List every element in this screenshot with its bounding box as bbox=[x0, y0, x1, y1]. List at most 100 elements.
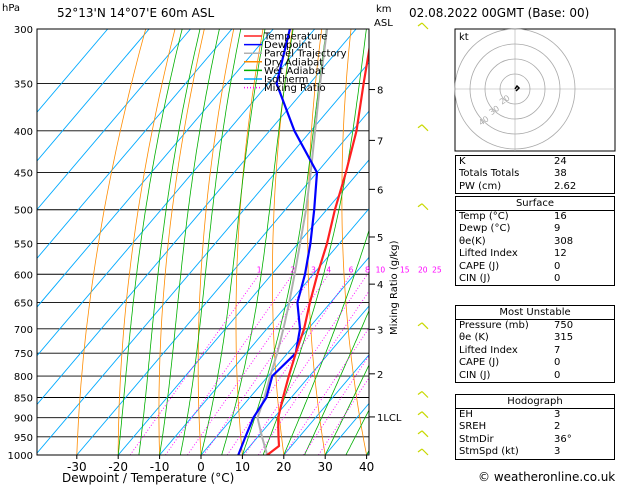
index-value: 308 bbox=[554, 235, 574, 247]
wind-barb bbox=[421, 22, 429, 30]
km-tick-label: 1LCL bbox=[377, 413, 402, 424]
copyright: © weatheronline.co.uk bbox=[478, 470, 616, 484]
pressure-tick-label: 500 bbox=[14, 206, 33, 217]
index-row: CAPE (J) 0 bbox=[456, 261, 614, 273]
index-label: SREH bbox=[459, 421, 487, 433]
index-label: Lifted Index bbox=[459, 248, 518, 260]
hpa-label: hPa bbox=[2, 3, 20, 14]
index-label: Dewp (°C) bbox=[459, 223, 511, 235]
index-value: 2 bbox=[554, 421, 561, 433]
wind-barb bbox=[421, 430, 429, 438]
mixing-ratio-line bbox=[318, 377, 369, 455]
sounding-curves bbox=[237, 29, 369, 455]
wind-barb bbox=[421, 448, 429, 456]
index-label: Lifted Index bbox=[459, 344, 518, 356]
mixing-ratio-line bbox=[302, 354, 369, 455]
mixing-ratio-line bbox=[283, 327, 369, 455]
wind-barbs bbox=[417, 22, 429, 456]
wet-adiabat bbox=[324, 364, 369, 455]
pressure-tick-label: 650 bbox=[14, 299, 33, 310]
index-row: StmDir 36° bbox=[456, 434, 614, 446]
most-unstable-panel: Most Unstable Pressure (mb) 750 θe (K) 315 L… bbox=[455, 305, 615, 383]
index-row: Totals Totals 38 bbox=[456, 168, 614, 180]
km-tick-label: 5 bbox=[377, 233, 383, 244]
mixing-ratio-label: 25 bbox=[432, 265, 442, 274]
isotherm-line bbox=[37, 29, 109, 113]
pressure-tick-label: 750 bbox=[14, 349, 33, 360]
km-tick-label: 8 bbox=[377, 86, 383, 97]
x-tick-label: -20 bbox=[108, 460, 128, 474]
index-value: 0 bbox=[554, 272, 561, 284]
mixing-ratio-line bbox=[244, 274, 368, 455]
hodograph-unit: kt bbox=[459, 32, 469, 43]
isotherm-line bbox=[283, 354, 369, 455]
index-label: CIN (J) bbox=[459, 272, 491, 284]
wet-adiabat bbox=[221, 29, 294, 455]
wet-adiabat bbox=[138, 29, 201, 455]
index-label: θe(K) bbox=[459, 235, 486, 247]
mixing-ratio-label: 3 bbox=[311, 265, 316, 274]
index-label: CAPE (J) bbox=[459, 357, 500, 369]
index-row: Temp (°C) 16 bbox=[456, 211, 614, 223]
pressure-tick-label: 600 bbox=[14, 270, 33, 281]
index-value: 36° bbox=[554, 433, 572, 445]
wind-barb bbox=[421, 124, 429, 132]
index-row: Pressure (mb) 750 bbox=[456, 320, 614, 332]
index-row: PW (cm) 2.62 bbox=[456, 181, 614, 193]
legend-label: Dewpoint bbox=[264, 40, 312, 51]
wet-adiabat bbox=[179, 29, 242, 455]
dry-adiabat bbox=[197, 29, 235, 455]
mixing-ratio-axis-label: Mixing Ratio (g/kg) bbox=[389, 240, 400, 335]
isotherm-line bbox=[37, 29, 274, 308]
hodograph-table-panel: Hodograph EH 3 SREH 2 StmDir 36° StmSpd (kt) 3 bbox=[455, 394, 615, 460]
index-label: Pressure (mb) bbox=[459, 320, 529, 331]
km-tick-label: 3 bbox=[377, 325, 383, 336]
x-tick-label: 0 bbox=[197, 460, 205, 474]
dry-adiabat bbox=[76, 29, 147, 455]
index-row: SREH 2 bbox=[456, 421, 614, 433]
pressure-tick-label: 700 bbox=[14, 325, 33, 336]
plot-frame bbox=[36, 28, 370, 456]
mixing-ratio-line bbox=[165, 273, 294, 455]
hodograph-frame bbox=[454, 28, 616, 152]
pressure-tick-label: 900 bbox=[14, 414, 33, 425]
index-label: θe (K) bbox=[459, 332, 489, 344]
km-tick-label: 4 bbox=[377, 280, 383, 291]
wind-barb bbox=[417, 22, 423, 27]
asl-label: ASL bbox=[374, 18, 393, 29]
index-value: 0 bbox=[554, 357, 561, 369]
wet-adiabat bbox=[283, 228, 369, 455]
index-row: θe(K) 308 bbox=[456, 236, 614, 248]
wind-barb bbox=[421, 391, 429, 398]
x-tick-label: 10 bbox=[235, 460, 250, 474]
index-row: K 24 bbox=[456, 156, 614, 168]
parcel-trajectory-line bbox=[256, 29, 329, 455]
x-tick-label: 30 bbox=[318, 460, 333, 474]
dewpoint-line bbox=[237, 29, 319, 455]
pressure-tick-label: 450 bbox=[14, 168, 33, 179]
isotherm-line bbox=[200, 256, 369, 455]
mixing-ratio-line bbox=[203, 273, 330, 455]
legend-label: Wet Adiabat bbox=[264, 66, 325, 77]
mixing-ratio-line bbox=[226, 274, 352, 455]
pressure-tick-label: 300 bbox=[14, 25, 33, 36]
isotherm-line bbox=[159, 207, 369, 455]
axes: 1 2 3 4 6 8 10 15 20 2530035040045050055060065070… bbox=[8, 25, 442, 474]
legend-label: Dry Adiabat bbox=[264, 57, 323, 68]
index-row: θe (K) 315 bbox=[456, 332, 614, 344]
wet-adiabat bbox=[200, 29, 266, 455]
indices-panel: K 24 Totals Totals 38 PW (cm) 2.62 bbox=[455, 155, 615, 195]
dry-adiabat bbox=[341, 29, 367, 455]
pressure-tick-label: 550 bbox=[14, 239, 33, 250]
index-label: Totals Totals bbox=[459, 168, 520, 180]
isotherm-line bbox=[37, 61, 369, 454]
dry-adiabat bbox=[235, 29, 264, 455]
mixing-ratio-line bbox=[129, 273, 260, 455]
wind-barb bbox=[417, 322, 423, 327]
wind-barb bbox=[417, 391, 423, 395]
mixing-ratio-label: 15 bbox=[400, 265, 410, 274]
index-value: 3 bbox=[554, 446, 561, 458]
index-value: 24 bbox=[554, 156, 567, 167]
